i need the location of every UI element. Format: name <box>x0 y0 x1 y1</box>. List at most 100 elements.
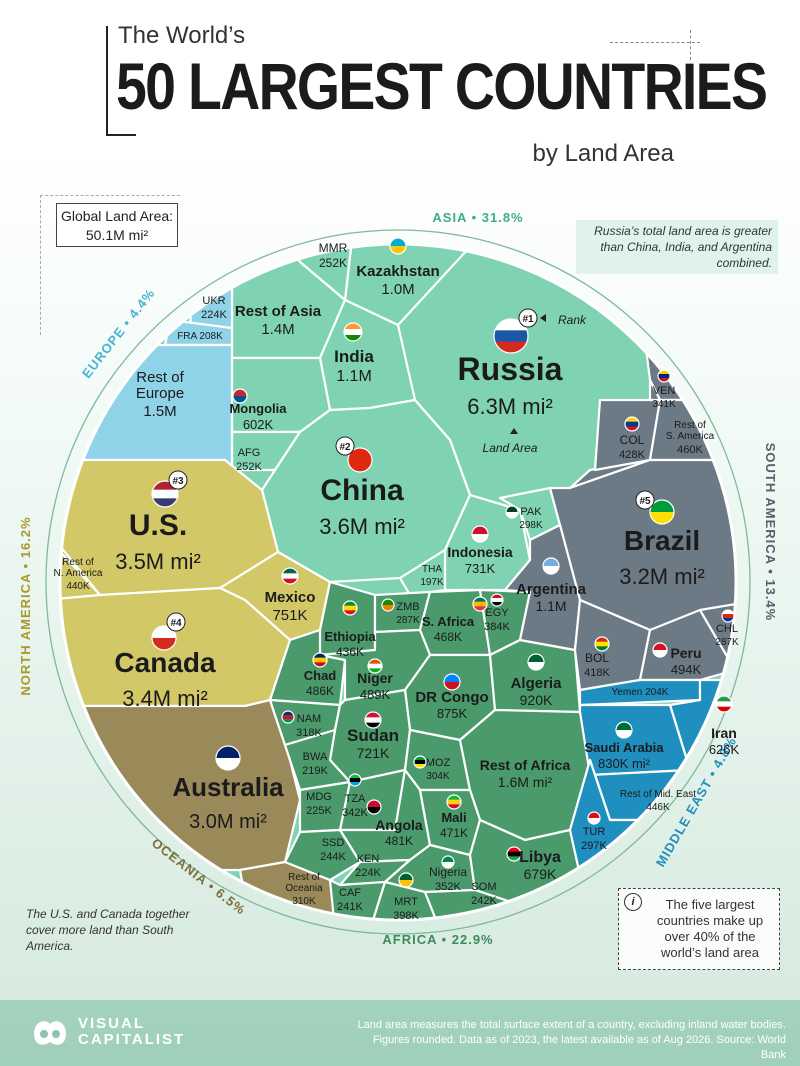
cell-name: MMR <box>319 241 348 255</box>
cell-name: Australia <box>172 772 284 802</box>
cell-name: COL <box>620 433 645 447</box>
cell-name: Brazil <box>624 525 700 556</box>
cell-value: 875K <box>437 706 468 721</box>
cell-algeria[interactable] <box>488 638 582 714</box>
cell-value: 1.6M mi² <box>498 774 553 790</box>
cell-name: ZMB <box>396 601 419 613</box>
cell-value: 494K <box>671 662 702 677</box>
cell-name: N. America <box>54 568 103 579</box>
cell-name: Rest of <box>62 557 94 568</box>
rank-badge-label: #4 <box>170 618 182 629</box>
flag-mli-icon <box>446 794 462 810</box>
cell-name: Rest of <box>288 872 320 883</box>
cell-peru[interactable] <box>638 608 736 682</box>
visual-capitalist-logo-icon <box>34 1021 66 1045</box>
cell-value: 1.1M <box>336 368 372 385</box>
cell-tha[interactable] <box>398 548 447 597</box>
cell-value: 297K <box>581 840 607 852</box>
footer-source-note: Land area measures the total surface ext… <box>357 1019 786 1061</box>
cell-name: CHL <box>716 623 738 635</box>
cell-name: U.S. <box>129 509 187 542</box>
cell-name: Argentina <box>516 581 587 598</box>
rank-badge-label: #3 <box>172 476 184 487</box>
cell-value: 830K mi² <box>598 756 651 771</box>
cell-value: 242K <box>471 895 497 907</box>
cell-name: Ethiopia <box>324 629 376 644</box>
cell-bwa[interactable] <box>283 728 352 792</box>
cell-name: Oceania <box>285 883 323 894</box>
cell-value: 481K <box>385 834 413 848</box>
flag-ven-icon <box>657 369 671 383</box>
flag-sau-icon <box>615 721 633 739</box>
label-ken: KEN 224K <box>355 853 381 879</box>
label-rest-of-s-america: Rest ofS. America 460K <box>666 420 715 456</box>
cell-value: 1.1M <box>535 598 566 614</box>
decorative-dash <box>690 30 691 60</box>
cell-name: Mali <box>441 810 466 825</box>
flag-lby-icon <box>506 846 522 862</box>
cell-value: 1.5M <box>143 403 176 420</box>
cell-name: Peru <box>670 645 701 661</box>
label-u-s: U.S. 3.5M mi² <box>115 509 201 574</box>
label-col: COL 428K <box>619 433 645 461</box>
cell-name: Rest of <box>674 420 706 431</box>
cell-name: Indonesia <box>447 544 513 560</box>
flag-irn-icon <box>715 695 733 713</box>
cell-value: 6.3M mi² <box>467 394 553 419</box>
label-ven: VEN 341K <box>652 385 676 410</box>
cell-value: 341K <box>652 399 676 410</box>
subtitle: by Land Area <box>532 140 674 167</box>
label-mdg: MDG 225K <box>306 791 332 817</box>
cell-value: 428K <box>619 449 645 461</box>
cell-ssd[interactable] <box>283 828 362 882</box>
cell-name: SOM <box>471 881 496 893</box>
flag-zmb-icon <box>381 598 395 612</box>
flag-ago-icon <box>366 799 382 815</box>
flag-chl-icon <box>721 609 735 623</box>
flag-per-icon <box>652 642 668 658</box>
decorative-dash <box>40 195 180 196</box>
cell-value: 287K <box>396 615 420 626</box>
cell-name: NAM <box>297 713 321 725</box>
cell-value: 225K <box>306 805 332 817</box>
label-canada: Canada 3.4M mi² <box>114 647 216 711</box>
rank-badge <box>635 490 655 510</box>
visual-capitalist-logo[interactable]: VISUAL CAPITALIST <box>78 1016 185 1048</box>
flag-cod-icon <box>443 673 461 691</box>
label-afg: AFG 252K <box>236 447 262 473</box>
rank-badge <box>335 436 355 456</box>
flag-eth-icon <box>342 600 358 616</box>
cell-name: TUR <box>583 826 606 838</box>
cell-name: Kazakhstan <box>356 263 439 280</box>
cell-name: Rest of <box>136 369 184 386</box>
label-mrt: MRT 398K <box>393 896 419 922</box>
title-small: The World’s <box>118 22 246 49</box>
note-us-canada: The U.S. and Canada together cover more … <box>26 907 190 953</box>
rank-badge-label: #5 <box>639 496 651 507</box>
rank-annotation: Rank Land Area <box>483 313 587 455</box>
flag-ind-icon <box>343 322 363 342</box>
cell-name: Mexico <box>265 589 316 606</box>
cell-value: 244K <box>320 851 346 863</box>
cell-name: Russia <box>458 351 563 387</box>
cell-name: Angola <box>375 817 423 833</box>
flag-tza-icon <box>348 773 362 787</box>
continent-label-africa: AFRICA • 22.9% <box>382 932 493 947</box>
label-bol: BOL 418K <box>584 651 610 679</box>
cell-value: 398K <box>393 910 419 922</box>
label-bwa: BWA 219K <box>302 751 328 777</box>
label-ssd: SSD 244K <box>320 837 346 863</box>
cell-value: 287K <box>715 637 739 648</box>
flag-idn-icon <box>471 525 489 543</box>
flag-tcd-icon <box>312 652 328 668</box>
cell-name: China <box>320 474 404 507</box>
flag-zaf-icon <box>472 596 488 612</box>
